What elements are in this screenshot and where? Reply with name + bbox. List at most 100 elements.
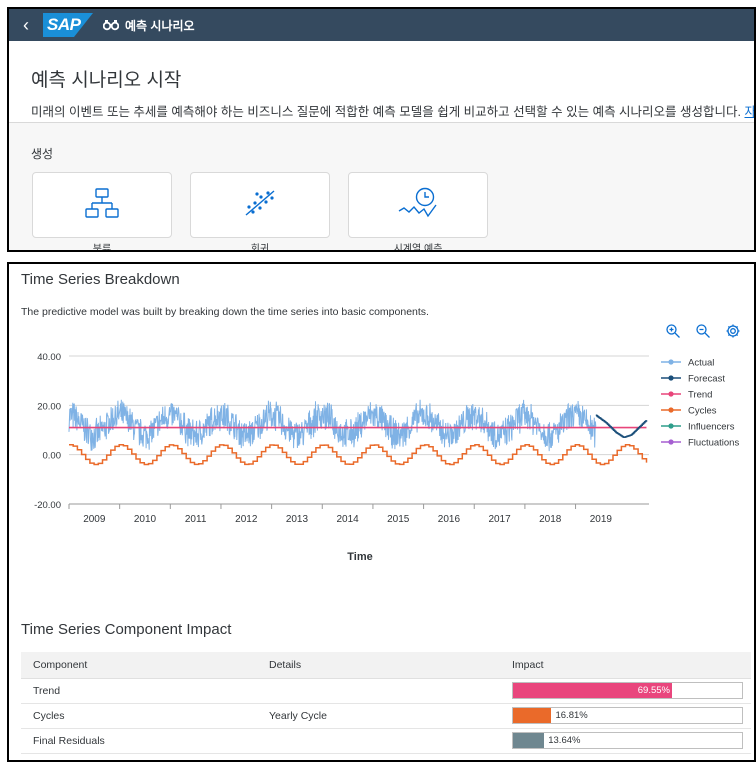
classification-tile[interactable] [32, 172, 172, 238]
x-tick-label-0: 2009 [83, 514, 106, 525]
more-link[interactable]: 자세히... [744, 105, 756, 119]
chart-series [68, 399, 648, 466]
x-axis-ticks: 2009 2010 2011 2012 2013 2014 2015 2016 2017 2018… [68, 504, 613, 525]
cell-impact: 13.64% [500, 728, 751, 754]
cell-details: Yearly Cycle [257, 703, 500, 729]
time-series-chart: 40.00 20.00 0.00 -20.00 2009 2010 2011 2012 201… [34, 352, 739, 563]
breakdown-description: The predictive model was built by breaki… [21, 306, 429, 318]
create-tiles [32, 172, 754, 238]
sap-logo[interactable]: SAP [43, 13, 93, 37]
binoculars-icon [103, 19, 119, 31]
legend-label: Trend [688, 390, 712, 401]
time-series-icon [398, 187, 438, 224]
impact-bar-label: 13.64% [548, 735, 581, 746]
impact-bar: 69.55% [512, 682, 743, 699]
legend-item-forecast[interactable]: Forecast [661, 374, 725, 385]
table-row[interactable]: Cycles Yearly Cycle 16.81% [21, 703, 751, 729]
scenario-panel: ‹ SAP 예측 시나리오 예측 시나리오 시작 미래의 이벤트 또는 추세를 … [7, 7, 756, 252]
y-tick-label-2: 0.00 [43, 451, 62, 462]
cell-component: Trend [21, 678, 257, 704]
legend-label: Forecast [688, 374, 725, 385]
legend-swatch-dot [668, 359, 674, 365]
impact-bar-label: 69.55% [637, 685, 670, 696]
cell-component: Final Residuals [21, 728, 257, 754]
y-axis-ticks: 40.00 20.00 0.00 -20.00 [34, 352, 61, 511]
shell-bar: ‹ SAP 예측 시나리오 [9, 9, 754, 41]
x-tick-label-7: 2016 [438, 514, 461, 525]
breakdown-title: Time Series Breakdown [21, 271, 180, 288]
chart-gridlines [69, 355, 649, 505]
settings-gear-icon[interactable] [725, 323, 741, 339]
x-tick-label-2: 2011 [185, 514, 207, 525]
table-row[interactable]: Trend 69.55% [21, 678, 751, 704]
series-cycles [69, 444, 648, 466]
legend-swatch-dot [668, 375, 674, 381]
series-forecast [595, 414, 648, 438]
regression-label: 회귀 [250, 244, 270, 252]
x-axis-label: Time [347, 551, 372, 563]
zoom-in-icon[interactable] [665, 323, 681, 339]
x-tick-label-10: 2019 [590, 514, 613, 525]
time-series-tile[interactable] [348, 172, 488, 238]
impact-table-body: Trend 69.55% Cycles Yearly Cycle 16.81% Final… [21, 678, 751, 754]
x-tick-label-9: 2018 [539, 514, 562, 525]
impact-header-row: Component Details Impact [21, 652, 751, 679]
shell-title: 예측 시나리오 [125, 18, 195, 33]
regression-tile[interactable] [190, 172, 330, 238]
legend-label: Fluctuations [688, 438, 739, 449]
impact-bar-fill [513, 683, 673, 698]
impact-title: Time Series Component Impact [21, 621, 232, 638]
legend-swatch-dot [668, 391, 674, 397]
impact-bar-fill [513, 733, 545, 748]
page-title: 예측 시나리오 시작 [31, 70, 182, 91]
impact-bar-fill [513, 708, 552, 723]
legend-item-fluctuations[interactable]: Fluctuations [661, 438, 739, 449]
legend-item-cycles[interactable]: Cycles [661, 406, 717, 417]
impact-bar: 13.64% [512, 732, 743, 749]
column-header-component[interactable]: Component [21, 652, 257, 679]
legend-swatch-dot [668, 439, 674, 445]
series-actual [68, 399, 597, 452]
x-tick-label-8: 2017 [488, 514, 511, 525]
zoom-out-icon[interactable] [695, 323, 711, 339]
chart-legend[interactable]: Actual Forecast Trend Cycles Influencers Fluc… [661, 358, 739, 449]
y-tick-label-1: 20.00 [37, 401, 61, 412]
create-section-label: 생성 [31, 147, 54, 161]
column-header-details[interactable]: Details [257, 652, 500, 679]
x-tick-label-1: 2010 [134, 514, 157, 525]
scatter-icon [243, 188, 277, 223]
impact-bar-label: 16.81% [555, 710, 588, 721]
impact-table: Component Details Impact Trend 69.55% Cycl… [21, 652, 751, 754]
y-tick-label-3: -20.00 [34, 500, 61, 511]
chart-toolbar [665, 323, 741, 339]
cell-details [257, 678, 500, 704]
tile-labels: 분류 회귀 시계열 예측 [32, 240, 754, 252]
legend-label: Actual [688, 358, 714, 369]
table-row[interactable]: Final Residuals 13.64% [21, 728, 751, 754]
cell-impact: 16.81% [500, 703, 751, 729]
column-header-impact[interactable]: Impact [500, 652, 751, 679]
legend-item-trend[interactable]: Trend [661, 390, 712, 401]
legend-item-influencers[interactable]: Influencers [661, 422, 735, 433]
cell-impact: 69.55% [500, 678, 751, 704]
x-tick-label-6: 2015 [387, 514, 410, 525]
cell-component: Cycles [21, 703, 257, 729]
impact-bar: 16.81% [512, 707, 743, 724]
page-description: 미래의 이벤트 또는 추세를 예측해야 하는 비즈니스 질문에 적합한 예측 모… [31, 101, 754, 120]
cell-details [257, 728, 500, 754]
page-header: 예측 시나리오 시작 미래의 이벤트 또는 추세를 예측해야 하는 비즈니스 질… [9, 41, 754, 123]
x-tick-label-4: 2013 [286, 514, 309, 525]
hierarchy-icon [85, 187, 119, 223]
results-panel: Time Series Breakdown The predictive mod… [7, 262, 756, 762]
legend-swatch-dot [668, 407, 674, 413]
classification-label: 분류 [92, 244, 112, 252]
description-text: 미래의 이벤트 또는 추세를 예측해야 하는 비즈니스 질문에 적합한 예측 모… [31, 105, 741, 119]
chevron-left-icon: ‹ [23, 14, 29, 35]
legend-swatch-dot [668, 423, 674, 429]
legend-label: Influencers [688, 422, 735, 433]
x-tick-label-3: 2012 [235, 514, 258, 525]
legend-label: Cycles [688, 406, 717, 417]
back-button[interactable]: ‹ [9, 9, 43, 41]
y-tick-label-0: 40.00 [37, 352, 61, 363]
legend-item-actual[interactable]: Actual [661, 358, 714, 369]
